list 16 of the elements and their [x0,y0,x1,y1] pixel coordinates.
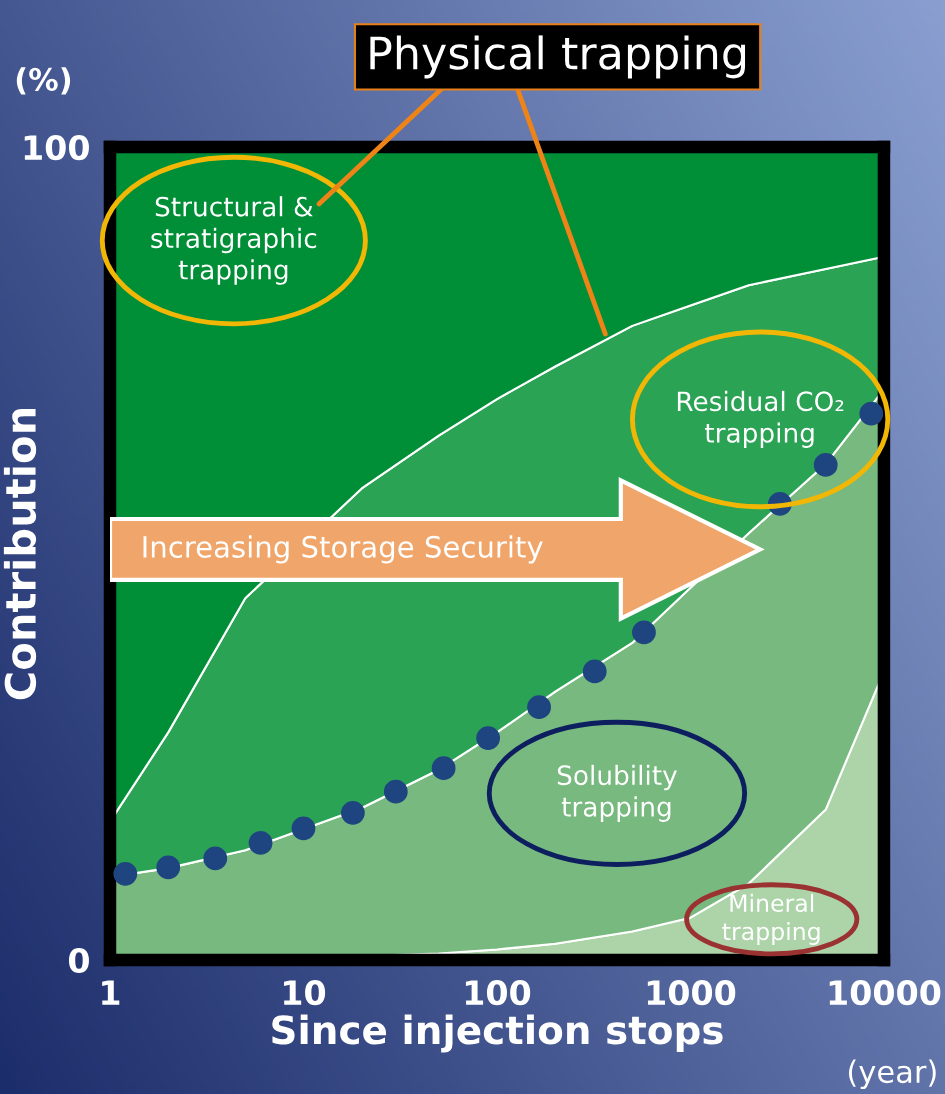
series-label: Solubility trapping [557,764,677,822]
x-tick-label: 1000 [647,980,736,1006]
annotation: Increasing Storage Security [143,535,543,564]
x-tick-label: 1 [102,980,120,1005]
series-label: Residual CO₂ trapping [677,390,844,448]
text: (year) [849,1059,936,1090]
chart-title: Physical trapping [370,35,746,79]
series-label: Structural & stratigraphic trapping [151,196,317,285]
x-tick-label: 10 [284,980,326,1006]
y-axis-title: Contribution [3,408,37,700]
x-tick-label: 10000 [829,980,941,1006]
text: (%) [16,67,71,95]
x-tick-label: 100 [465,980,531,1006]
y-tick-label: 0 [68,947,89,974]
x-axis-title: Since injection stops [272,1014,723,1053]
series-label: Mineral trapping [722,893,820,945]
